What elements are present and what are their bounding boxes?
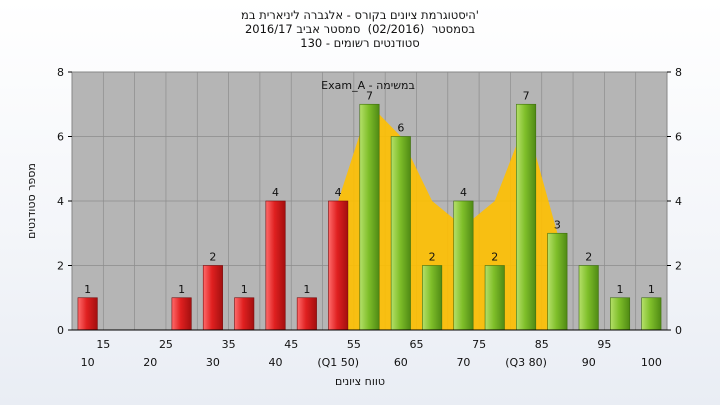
x-tick-label: 25	[159, 338, 173, 351]
x-tick-label: 30	[206, 356, 220, 369]
y-tick-label-right: 6	[675, 131, 682, 144]
data-label-30: 2	[209, 251, 216, 264]
data-label-60: 6	[397, 122, 404, 135]
bar-25	[171, 297, 192, 331]
bar-35	[234, 297, 255, 331]
y-tick-label-left: 0	[57, 324, 64, 337]
y-axis-right-ticks: 0 2 4 6 8	[667, 66, 682, 337]
data-label-55: 7	[366, 89, 373, 102]
x-tick-label: (Q1 50)	[317, 356, 359, 369]
x-tick-label: 95	[597, 338, 611, 351]
x-tick-label: 85	[535, 338, 549, 351]
y-tick-label-right: 2	[675, 260, 682, 273]
y-tick-label-left: 2	[57, 260, 64, 273]
x-axis-title: טווח ציונים	[335, 375, 385, 388]
data-label-10: 1	[84, 283, 91, 296]
bar-85	[547, 232, 568, 331]
data-label-25: 1	[178, 283, 185, 296]
data-label-70: 4	[460, 186, 467, 199]
chart-title: היסטוגרמת ציונים בקורס - אלגברה ליניארית…	[0, 8, 720, 50]
data-label-45: 1	[303, 283, 310, 296]
data-label-75: 2	[491, 251, 498, 264]
data-label-80: 7	[523, 89, 530, 102]
bar-60	[390, 136, 411, 331]
bar-55	[359, 103, 380, 331]
x-tick-label: 45	[284, 338, 298, 351]
bars	[77, 103, 662, 331]
x-tick-label: 40	[269, 356, 283, 369]
x-tick-label: 75	[472, 338, 486, 351]
data-label-90: 2	[585, 251, 592, 264]
y-tick-label-right: 8	[675, 66, 682, 79]
bar-90	[578, 265, 599, 331]
bar-95	[610, 297, 631, 331]
x-tick-label: 65	[409, 338, 423, 351]
exam-annotation: Exam_A - במשימה	[321, 79, 415, 92]
data-label-50: 4	[335, 186, 342, 199]
bar-30	[202, 265, 223, 331]
chart-title-line-2: בסמסטר (02/2016) סמסטר אביב 2016/17	[244, 22, 476, 36]
x-tick-label: 10	[81, 356, 95, 369]
bar-40	[265, 200, 286, 331]
data-label-65: 2	[429, 251, 436, 264]
x-tick-label: 60	[394, 356, 408, 369]
chart-title-line-1: היסטוגרמת ציונים בקורס - אלגברה ליניארית…	[241, 8, 479, 22]
bar-100	[641, 297, 662, 331]
x-tick-label: 100	[641, 356, 662, 369]
y-axis-title: מספר סטודנטים	[25, 163, 38, 239]
y-tick-label-right: 4	[675, 195, 682, 208]
x-tick-label: 20	[143, 356, 157, 369]
bar-10	[77, 297, 98, 331]
bar-80	[516, 103, 537, 331]
data-labels: 1 1 2 1 4 1 4 7 6 2 4 2 7 3 2 1 1	[84, 89, 655, 296]
chart-title-line-3: סטודנטים רשומים - 130	[300, 36, 420, 50]
data-label-40: 4	[272, 186, 279, 199]
y-tick-label-right: 0	[675, 324, 682, 337]
bar-65	[422, 265, 443, 331]
x-tick-label: 90	[582, 356, 596, 369]
y-axis-left-ticks: 0 2 4 6 8	[57, 66, 72, 337]
x-tick-label: 55	[347, 338, 361, 351]
y-tick-label-left: 6	[57, 131, 64, 144]
x-tick-label: (Q3 80)	[505, 356, 547, 369]
bar-45	[296, 297, 317, 331]
data-label-95: 1	[617, 283, 624, 296]
data-label-100: 1	[648, 283, 655, 296]
x-tick-label: 70	[456, 356, 470, 369]
bar-50	[328, 200, 349, 331]
x-tick-label: 15	[96, 338, 110, 351]
x-tick-label: 35	[222, 338, 236, 351]
data-label-85: 3	[554, 218, 561, 231]
y-tick-label-left: 4	[57, 195, 64, 208]
x-axis-ticks: 15 25 35 45 55 65 75 85 95 10 20 30 40 (Q1 50) 60 70 (Q3…	[81, 338, 662, 369]
y-tick-label-left: 8	[57, 66, 64, 79]
bar-70	[453, 200, 474, 331]
bar-75	[484, 265, 505, 331]
data-label-35: 1	[241, 283, 248, 296]
